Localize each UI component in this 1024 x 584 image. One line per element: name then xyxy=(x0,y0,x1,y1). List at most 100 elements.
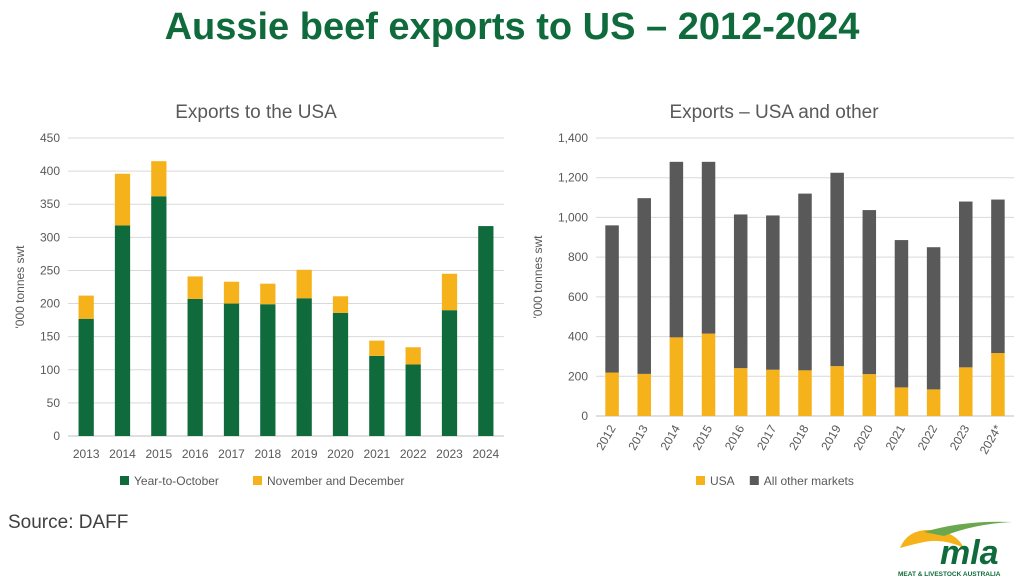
bar-all-other-markets-2020 xyxy=(862,210,877,375)
bar-usa-2012 xyxy=(605,372,619,416)
x-tick-label: 2021 xyxy=(883,422,909,452)
bar-usa-2013 xyxy=(637,373,651,416)
y-tick-label: 400 xyxy=(568,330,588,344)
x-tick-label: 2024 xyxy=(472,447,499,461)
bar-all-other-markets-2023 xyxy=(959,201,973,368)
y-tick-label: 1,000 xyxy=(558,210,588,224)
x-tick-label: 2016 xyxy=(722,422,748,452)
mla-logo: mla MEAT & LIVESTOCK AUSTRALIA xyxy=(898,521,1012,578)
y-tick-label: 350 xyxy=(40,197,60,211)
bar-usa-2022 xyxy=(926,389,941,416)
bar-all-other-markets-2018 xyxy=(798,193,812,371)
source-note: Source: DAFF xyxy=(8,512,129,533)
chart-exports-to-usa: Exports to the USA 0 50 100 150 200 250 300 350 4… xyxy=(13,102,504,488)
y-tick-label: 300 xyxy=(40,230,60,244)
y-tick-label: 0 xyxy=(581,409,588,423)
y-tick-label: 400 xyxy=(40,164,60,178)
bar-november-and-december-2020 xyxy=(332,296,349,313)
bar-year-to-october-2019 xyxy=(296,298,312,436)
y-tick-label: 450 xyxy=(40,131,60,145)
bar-usa-2015 xyxy=(701,333,716,416)
x-tick-label: 2020 xyxy=(850,422,876,452)
legend-swatch-1 xyxy=(749,476,759,485)
x-tick-label: 2018 xyxy=(786,422,812,452)
y-axis-label: '000 tonnes swt xyxy=(531,235,545,319)
y-tick-label: 200 xyxy=(568,369,588,383)
bar-usa-2017 xyxy=(766,369,780,416)
x-tick-label: 2019 xyxy=(291,447,318,461)
y-tick-label: 800 xyxy=(568,250,588,264)
bar-year-to-october-2017 xyxy=(223,303,240,436)
bar-year-to-october-2014 xyxy=(114,225,131,436)
x-tick-label: 2022 xyxy=(400,447,427,461)
x-tick-label: 2018 xyxy=(254,447,281,461)
bar-year-to-october-2024 xyxy=(478,226,494,436)
x-tick-label: 2015 xyxy=(690,422,716,452)
bar-all-other-markets-2017 xyxy=(766,215,780,370)
x-tick-label: 2012 xyxy=(593,422,619,452)
x-tick-label: 2016 xyxy=(182,447,209,461)
bar-all-other-markets-2012 xyxy=(605,225,619,373)
x-tick-label: 2022 xyxy=(915,422,941,452)
y-tick-label: 0 xyxy=(53,429,60,443)
bar-november-and-december-2017 xyxy=(223,281,240,304)
chart-exports-usa-and-other: Exports – USA and other 0 200 400 600 800 1,00… xyxy=(531,102,1014,488)
bar-all-other-markets-2013 xyxy=(637,198,651,374)
bar-november-and-december-2019 xyxy=(296,269,312,299)
bar-all-other-markets-2016 xyxy=(733,214,748,369)
bar-november-and-december-2023 xyxy=(441,273,458,311)
bar-usa-2014 xyxy=(669,337,684,416)
y-tick-label: 50 xyxy=(47,396,61,410)
bar-all-other-markets-2024 xyxy=(991,199,1005,354)
bar-all-other-markets-2022 xyxy=(926,247,941,390)
legend-label: Year-to-October xyxy=(134,474,219,488)
logo-tagline: MEAT & LIVESTOCK AUSTRALIA xyxy=(898,571,1001,578)
y-tick-label: 600 xyxy=(568,290,588,304)
bar-year-to-october-2018 xyxy=(260,304,276,436)
legend-swatch-0 xyxy=(696,476,705,485)
legend-label: USA xyxy=(710,474,735,488)
bar-all-other-markets-2019 xyxy=(830,172,844,367)
x-tick-label: 2023 xyxy=(947,422,973,452)
bar-usa-2023 xyxy=(959,367,973,416)
legend-label: All other markets xyxy=(764,474,854,488)
x-tick-label: 2017 xyxy=(218,447,245,461)
x-tick-label: 2014 xyxy=(109,447,136,461)
x-tick-label: 2013 xyxy=(625,422,651,452)
chart-title: Exports to the USA xyxy=(175,102,337,123)
x-tick-label: 2020 xyxy=(327,447,354,461)
x-tick-label: 2013 xyxy=(73,447,100,461)
bar-usa-2021 xyxy=(894,387,909,416)
bar-all-other-markets-2015 xyxy=(701,161,716,334)
chart-title: Exports – USA and other xyxy=(669,102,879,123)
bar-usa-2018 xyxy=(798,370,812,416)
bar-year-to-october-2015 xyxy=(151,196,167,436)
y-tick-label: 1,400 xyxy=(558,131,588,145)
bar-usa-2020 xyxy=(862,374,877,416)
bar-november-and-december-2015 xyxy=(151,161,167,197)
bar-november-and-december-2013 xyxy=(78,295,94,319)
bar-year-to-october-2022 xyxy=(405,364,421,436)
x-tick-label: 2021 xyxy=(363,447,390,461)
bar-year-to-october-2020 xyxy=(332,312,349,436)
bar-year-to-october-2021 xyxy=(369,355,385,436)
y-tick-label: 250 xyxy=(40,263,60,277)
y-tick-label: 1,200 xyxy=(558,171,588,185)
y-axis-label: '000 tonnes swt xyxy=(13,245,27,329)
bar-year-to-october-2013 xyxy=(78,318,94,436)
bar-november-and-december-2014 xyxy=(114,173,131,226)
bar-all-other-markets-2014 xyxy=(669,161,684,338)
x-tick-label: 2019 xyxy=(818,422,844,452)
bar-all-other-markets-2021 xyxy=(894,240,909,388)
bar-november-and-december-2021 xyxy=(369,340,385,356)
bar-november-and-december-2022 xyxy=(405,347,421,365)
y-tick-label: 150 xyxy=(40,330,60,344)
y-tick-label: 100 xyxy=(40,363,60,377)
page-title: Aussie beef exports to US – 2012-2024 xyxy=(164,6,860,48)
bar-usa-2024 xyxy=(991,353,1005,416)
bar-usa-2019 xyxy=(830,366,844,416)
legend-swatch-1 xyxy=(253,476,262,485)
x-tick-label: 2014 xyxy=(658,422,684,452)
bar-november-and-december-2018 xyxy=(260,283,276,305)
logo-wordmark: mla xyxy=(940,534,999,572)
